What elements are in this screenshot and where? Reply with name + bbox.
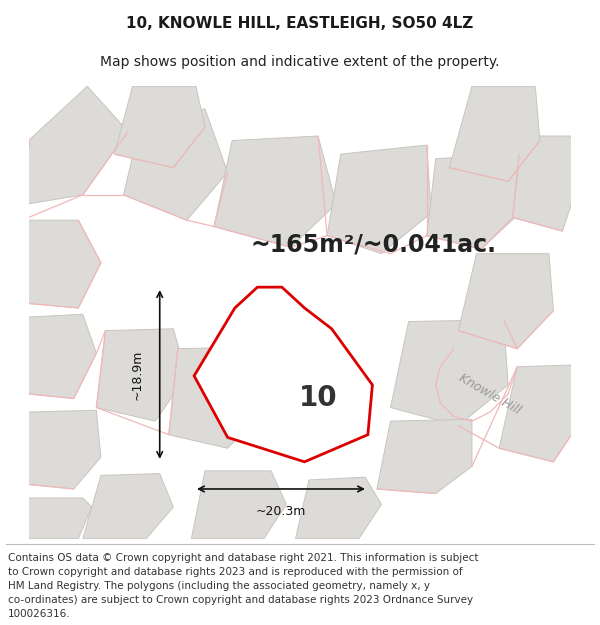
Text: co-ordinates) are subject to Crown copyright and database rights 2023 Ordnance S: co-ordinates) are subject to Crown copyr… <box>8 595 473 605</box>
Polygon shape <box>499 365 571 462</box>
Polygon shape <box>29 314 97 399</box>
Polygon shape <box>124 109 227 220</box>
Text: to Crown copyright and database rights 2023 and is reproduced with the permissio: to Crown copyright and database rights 2… <box>8 567 463 577</box>
Polygon shape <box>391 320 508 426</box>
Polygon shape <box>29 410 101 489</box>
Text: ~165m²/~0.041ac.: ~165m²/~0.041ac. <box>250 232 496 257</box>
Text: Knowle Hill: Knowle Hill <box>457 371 523 417</box>
Polygon shape <box>377 419 472 494</box>
Polygon shape <box>458 254 553 349</box>
Polygon shape <box>29 86 128 204</box>
Polygon shape <box>29 498 92 539</box>
Polygon shape <box>194 287 373 462</box>
Polygon shape <box>97 329 187 421</box>
Polygon shape <box>115 86 205 168</box>
Text: 10, KNOWLE HILL, EASTLEIGH, SO50 4LZ: 10, KNOWLE HILL, EASTLEIGH, SO50 4LZ <box>127 16 473 31</box>
Polygon shape <box>29 220 101 308</box>
Polygon shape <box>449 86 540 181</box>
Polygon shape <box>327 145 431 254</box>
Text: Map shows position and indicative extent of the property.: Map shows position and indicative extent… <box>100 55 500 69</box>
Text: HM Land Registry. The polygons (including the associated geometry, namely x, y: HM Land Registry. The polygons (includin… <box>8 581 430 591</box>
Text: Contains OS data © Crown copyright and database right 2021. This information is : Contains OS data © Crown copyright and d… <box>8 552 478 562</box>
Polygon shape <box>512 136 571 231</box>
Polygon shape <box>169 347 268 448</box>
Text: 10: 10 <box>299 384 337 412</box>
Polygon shape <box>191 471 286 539</box>
Text: 100026316.: 100026316. <box>8 609 70 619</box>
Polygon shape <box>83 474 173 539</box>
Polygon shape <box>427 154 522 249</box>
Polygon shape <box>214 136 336 248</box>
Polygon shape <box>295 478 382 539</box>
Text: ~18.9m: ~18.9m <box>130 349 143 399</box>
Text: ~20.3m: ~20.3m <box>256 505 306 518</box>
